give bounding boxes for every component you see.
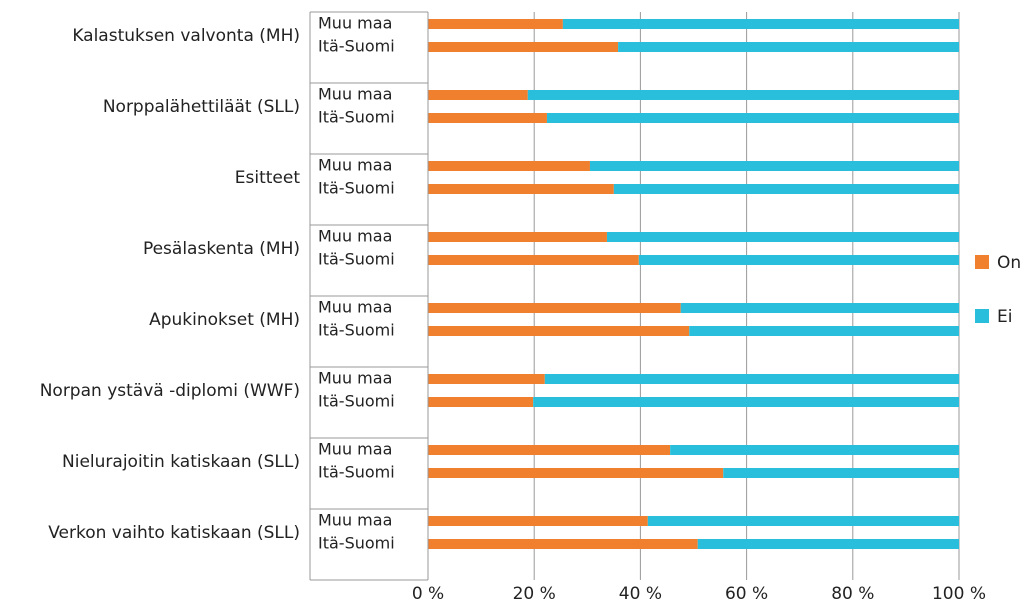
bar-segment: [428, 326, 690, 336]
x-tick-label: 20 %: [513, 584, 556, 604]
legend-label: Ei: [997, 307, 1012, 327]
group-label: Kalastuksen valvonta (MH): [72, 26, 300, 46]
bar-segment: [428, 161, 590, 171]
y-tick-label: Muu maa: [318, 440, 392, 459]
bar-segment: [546, 113, 959, 123]
y-tick-label: Itä-Suomi: [318, 179, 395, 198]
y-tick-label: Muu maa: [318, 156, 392, 175]
bar-segment: [723, 468, 959, 478]
x-tick-label: 40 %: [619, 584, 662, 604]
bar-segment: [527, 90, 959, 100]
bar-segment: [533, 397, 959, 407]
y-tick-label: Muu maa: [318, 511, 392, 530]
legend-swatch: [975, 255, 989, 269]
bar-segment: [680, 303, 959, 313]
group-label: Norpan ystävä -diplomi (WWF): [40, 381, 300, 401]
bar-segment: [544, 374, 959, 384]
bar-segment: [428, 397, 534, 407]
bar-segment: [562, 19, 959, 29]
bar-segment: [670, 445, 959, 455]
bar-segment: [428, 445, 671, 455]
bar-segment: [689, 326, 959, 336]
y-tick-label: Itä-Suomi: [318, 534, 395, 553]
bar-segment: [606, 232, 959, 242]
group-label: Apukinokset (MH): [149, 310, 300, 330]
bar-segment: [697, 539, 959, 549]
group-label: Nielurajoitin katiskaan (SLL): [62, 452, 300, 472]
y-tick-label: Muu maa: [318, 369, 392, 388]
bar-segment: [428, 255, 639, 265]
y-tick-label: Muu maa: [318, 14, 392, 33]
x-tick-label: 80 %: [831, 584, 874, 604]
legend-label: On: [997, 253, 1021, 273]
bar-segment: [428, 303, 681, 313]
bar-segment: [428, 232, 607, 242]
bar-segment: [638, 255, 959, 265]
y-tick-label: Itä-Suomi: [318, 321, 395, 340]
x-tick-label: 60 %: [725, 584, 768, 604]
y-tick-label: Muu maa: [318, 227, 392, 246]
y-tick-label: Itä-Suomi: [318, 463, 395, 482]
group-label: Esitteet: [235, 168, 301, 188]
bar-segment: [428, 184, 614, 194]
bar-segment: [647, 516, 959, 526]
group-label: Verkon vaihto katiskaan (SLL): [48, 523, 300, 543]
y-tick-label: Itä-Suomi: [318, 108, 395, 127]
y-tick-label: Itä-Suomi: [318, 250, 395, 269]
group-label: Pesälaskenta (MH): [143, 239, 300, 259]
bar-segment: [428, 113, 547, 123]
bar-segment: [428, 90, 528, 100]
bar-segment: [613, 184, 959, 194]
bar-segment: [428, 468, 724, 478]
x-tick-label: 100 %: [932, 584, 986, 604]
bar-segment: [428, 539, 698, 549]
x-tick-label: 0 %: [412, 584, 444, 604]
y-tick-label: Itä-Suomi: [318, 392, 395, 411]
bar-segment: [428, 42, 619, 52]
y-tick-label: Muu maa: [318, 298, 392, 317]
y-tick-label: Itä-Suomi: [318, 37, 395, 56]
bar-segment: [428, 516, 648, 526]
y-tick-label: Muu maa: [318, 85, 392, 104]
group-label: Norppalähettiläät (SLL): [103, 97, 300, 117]
legend-swatch: [975, 309, 989, 323]
bar-segment: [428, 374, 545, 384]
bar-segment: [428, 19, 563, 29]
bar-segment: [618, 42, 959, 52]
bar-segment: [589, 161, 959, 171]
